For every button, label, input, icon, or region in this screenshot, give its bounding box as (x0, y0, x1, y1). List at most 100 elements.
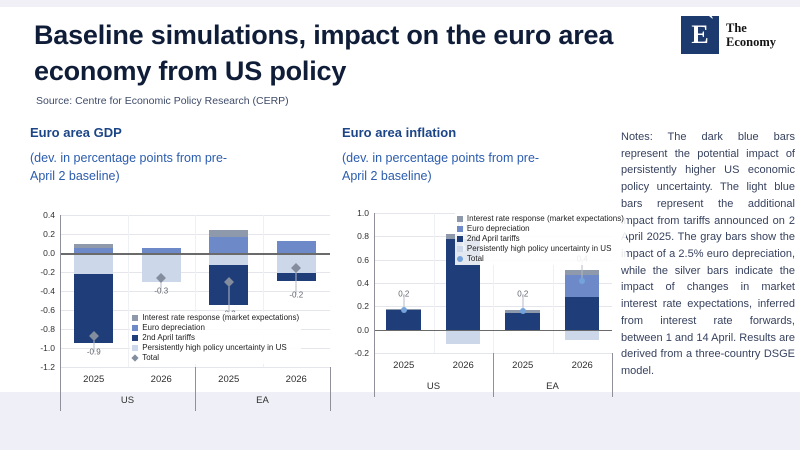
bar-segment-uncertainty (209, 253, 249, 266)
legend-swatch-icon (456, 226, 463, 232)
y-tick-label: 0.0 (43, 248, 55, 258)
total-marker (579, 277, 586, 284)
legend-item-euro: Euro depreciation (132, 323, 299, 333)
chart-inflation: Euro area inflation (dev. in percentage … (342, 125, 626, 405)
gridline (433, 213, 435, 353)
legend-label: Total (142, 353, 160, 363)
y-tick-label: -1.0 (40, 343, 55, 353)
bar-segment-uncertainty (564, 329, 600, 341)
y-tick-label: 1.0 (357, 208, 369, 218)
x-axis-groups: US EA (60, 388, 330, 410)
total-stem (403, 293, 405, 310)
legend-label: Total (466, 254, 484, 263)
total-value-label: 0.2 (398, 289, 410, 298)
y-tick-label: -0.2 (354, 348, 369, 358)
gridline (262, 215, 264, 367)
total-stem (160, 277, 162, 291)
legend-label: 2nd April tariffs (142, 333, 195, 343)
gridline (127, 215, 129, 367)
legend-swatch-icon (132, 325, 139, 332)
chart-inflation-plot-wrap: 1.00.80.60.40.20.0-0.2 0.20.70.20.4 2025… (354, 208, 626, 397)
legend: Interest rate response (market expectati… (130, 312, 302, 365)
bar-segment-tariffs (564, 297, 600, 330)
zero-line (374, 329, 612, 332)
bar-segment-tariffs (505, 313, 540, 330)
logo-text-line2: Economy (726, 35, 776, 49)
chart-inflation-subtitle: (dev. in percentage points from pre-Apri… (342, 151, 540, 184)
total-stem (228, 281, 230, 314)
x-axis-years: 2025 2026 2025 2026 (60, 367, 330, 388)
y-axis-line (374, 213, 375, 397)
legend-swatch-icon (132, 345, 139, 352)
zero-line (60, 253, 330, 255)
top-band (0, 0, 800, 7)
logo-tick: ˋ (708, 14, 714, 31)
legend-swatch-icon (456, 246, 463, 252)
legend-label: Persistently high policy uncertainty in … (142, 343, 287, 353)
total-value-label: -0.2 (289, 290, 304, 300)
legend: Interest rate response (market expectati… (454, 213, 626, 265)
x-axis-years: 2025 2026 2025 2026 (374, 353, 612, 374)
group-divider (612, 353, 613, 397)
y-tick-label: -1.2 (40, 362, 55, 372)
group-divider (330, 367, 331, 411)
y-axis: 0.4 0.2 0.0 -0.2 -0.4 -0.6 -0.8 -1.0 -1.2 (32, 210, 58, 372)
bar-segment-interest (74, 243, 114, 249)
y-axis: 1.0 0.8 0.6 0.4 0.2 0.0 -0.2 (346, 208, 372, 358)
bar-segment-euro (564, 274, 600, 297)
legend-swatch-icon (456, 256, 463, 262)
legend-swatch-icon (456, 216, 463, 222)
source-line: Source: Centre for Economic Policy Resea… (36, 95, 289, 107)
total-marker (400, 306, 407, 313)
year-label: 2025 (83, 374, 105, 385)
group-label: US (426, 381, 441, 392)
legend-swatch-icon (131, 354, 139, 362)
legend-label: Interest rate response (market expectati… (466, 214, 624, 223)
y-tick-label: -0.6 (40, 305, 55, 315)
total-stem (522, 293, 524, 311)
bar-segment-euro (141, 248, 181, 253)
total-stem (581, 258, 583, 281)
legend-swatch-icon (456, 236, 463, 242)
year-label: 2026 (452, 360, 474, 371)
logo: E ˋ The Economy (681, 14, 776, 54)
logo-text: The Economy (726, 21, 776, 50)
bar-segment-euro (74, 248, 114, 253)
bar-segment-uncertainty (74, 253, 114, 274)
legend-item-tariffs: 2nd April tariffs (456, 234, 624, 244)
legend-swatch-icon (132, 335, 139, 342)
legend-item-uncertainty: Persistently high policy uncertainty in … (132, 343, 299, 353)
y-tick-label: 0.6 (357, 254, 369, 265)
bar-segment-euro (276, 240, 316, 253)
legend-item-tariffs: 2nd April tariffs (132, 333, 299, 343)
x-axis-groups: US EA (374, 374, 612, 396)
logo-letter: E (691, 20, 709, 49)
legend-item-total: Total (456, 254, 624, 264)
bar-segment-tariffs (386, 309, 421, 330)
group-label: US (120, 395, 135, 406)
legend-item-total: Total (131, 353, 299, 363)
y-tick-label: -0.4 (40, 286, 55, 296)
total-marker (519, 308, 526, 314)
legend-item-interest: Interest rate response (market expectati… (132, 313, 299, 323)
legend-label: Euro depreciation (142, 323, 205, 333)
y-axis-line (60, 215, 61, 411)
chart-gdp-subtitle: (dev. in percentage points from pre-Apri… (30, 151, 228, 184)
legend-label: Persistently high policy uncertainty in … (466, 244, 612, 253)
gridline (195, 215, 196, 367)
legend-item-interest: Interest rate response (market expectati… (456, 214, 624, 224)
chart-gdp-title: Euro area GDP (30, 125, 122, 140)
y-tick-label: -0.8 (40, 324, 55, 334)
year-label: 2026 (571, 360, 593, 371)
legend-label: Interest rate response (market expectati… (142, 313, 300, 323)
chart-gdp: Euro area GDP (dev. in percentage points… (30, 125, 340, 420)
year-label: 2025 (393, 360, 415, 371)
logo-mark: E ˋ (681, 14, 719, 54)
bar-segment-euro (209, 236, 249, 253)
legend-label: Euro depreciation (466, 224, 530, 233)
bottom-band (0, 392, 800, 450)
total-stem (93, 335, 95, 352)
y-tick-label: 0.4 (357, 278, 369, 288)
chart-gdp-plot-wrap: 0.4 0.2 0.0 -0.2 -0.4 -0.6 -0.8 -1.0 -1.2 -0.9 -0… (40, 210, 331, 411)
